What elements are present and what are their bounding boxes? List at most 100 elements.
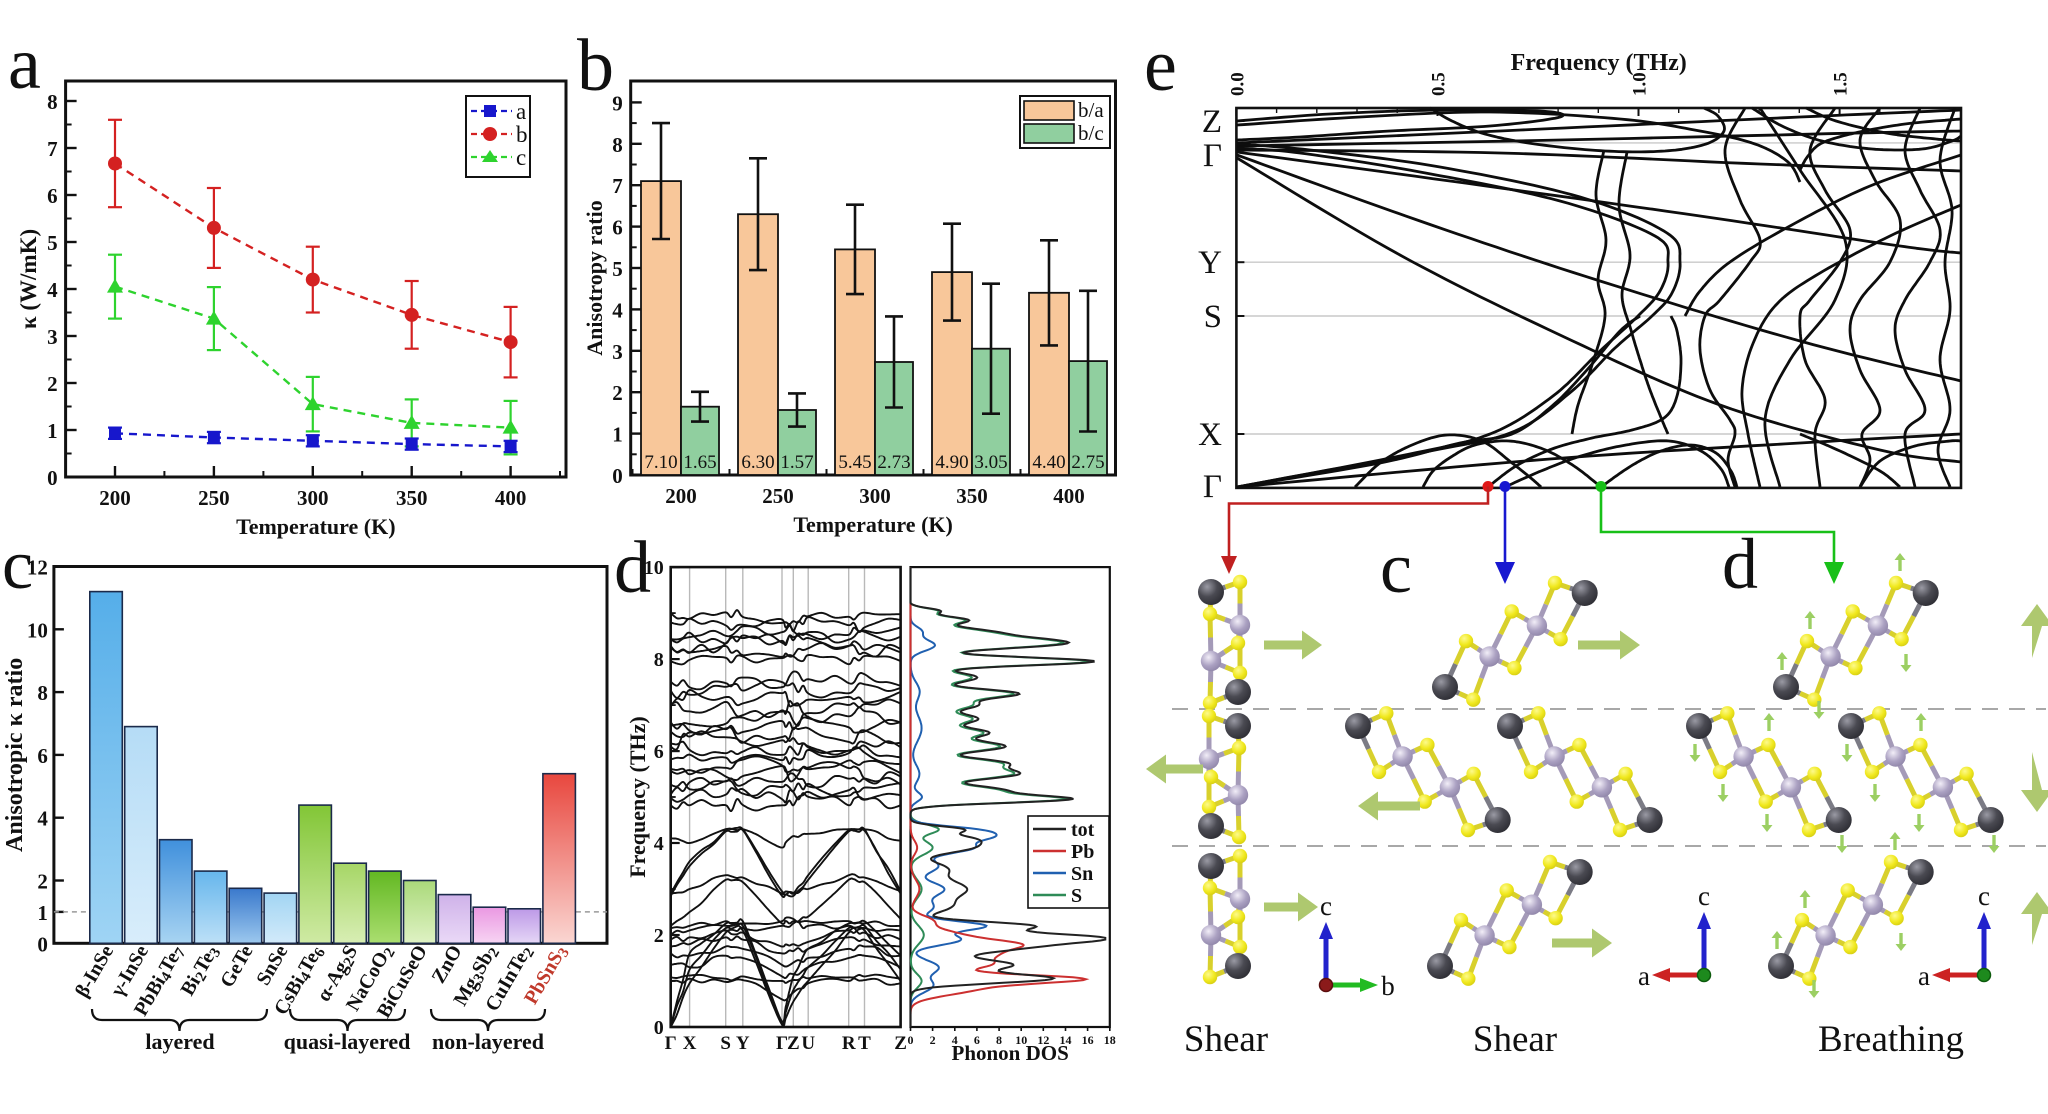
svg-text:X: X: [683, 1033, 697, 1054]
svg-text:Γ: Γ: [1203, 138, 1222, 174]
svg-text:6.30: 6.30: [741, 452, 774, 473]
svg-text:layered: layered: [145, 1029, 214, 1054]
svg-text:2: 2: [930, 1033, 936, 1047]
svg-text:c: c: [2, 527, 33, 604]
svg-text:12: 12: [27, 556, 48, 580]
svg-text:b: b: [1381, 971, 1395, 1001]
svg-text:d: d: [1722, 524, 1758, 604]
svg-text:b: b: [577, 25, 614, 107]
svg-text:12: 12: [1037, 1033, 1049, 1047]
svg-text:14: 14: [1059, 1033, 1071, 1047]
svg-text:Pb: Pb: [1071, 841, 1094, 863]
svg-text:6: 6: [654, 741, 664, 763]
svg-text:c: c: [1320, 891, 1332, 921]
svg-text:4: 4: [612, 298, 623, 322]
svg-text:3.05: 3.05: [974, 452, 1007, 473]
svg-text:Γ: Γ: [776, 1033, 788, 1054]
svg-text:6: 6: [37, 744, 48, 768]
svg-text:e: e: [1144, 25, 1177, 107]
svg-text:4: 4: [654, 833, 664, 855]
svg-text:1.65: 1.65: [683, 452, 716, 473]
svg-text:250: 250: [762, 484, 794, 508]
svg-text:Y: Y: [1198, 245, 1222, 281]
svg-text:6: 6: [974, 1033, 980, 1047]
svg-text:2: 2: [654, 925, 664, 947]
svg-text:4.40: 4.40: [1032, 452, 1065, 473]
svg-text:9: 9: [612, 91, 623, 115]
svg-text:Frequency (THz): Frequency (THz): [1511, 50, 1687, 76]
svg-text:4: 4: [37, 807, 48, 831]
svg-text:a: a: [1638, 961, 1650, 991]
svg-text:2: 2: [37, 870, 48, 894]
svg-text:1: 1: [612, 423, 623, 447]
svg-text:5: 5: [47, 231, 58, 255]
svg-text:c: c: [1698, 881, 1710, 911]
svg-text:5.45: 5.45: [838, 452, 871, 473]
svg-text:7.10: 7.10: [644, 452, 677, 473]
svg-text:c: c: [516, 145, 526, 170]
svg-text:Temperature (K): Temperature (K): [793, 512, 952, 537]
svg-text:18: 18: [1104, 1033, 1116, 1047]
svg-text:Z: Z: [787, 1033, 800, 1054]
svg-text:2.75: 2.75: [1071, 452, 1104, 473]
svg-text:0: 0: [654, 1017, 664, 1039]
svg-text:Anisotropy ratio: Anisotropy ratio: [582, 200, 607, 355]
svg-text:b: b: [516, 122, 528, 147]
svg-text:6: 6: [612, 216, 623, 240]
svg-text:300: 300: [859, 484, 891, 508]
svg-text:Sn: Sn: [1071, 863, 1093, 885]
svg-text:S: S: [720, 1033, 731, 1054]
svg-text:d: d: [614, 527, 651, 609]
svg-text:0: 0: [612, 464, 623, 488]
svg-text:S: S: [1204, 299, 1222, 335]
svg-text:2.73: 2.73: [877, 452, 910, 473]
svg-text:a: a: [8, 23, 41, 105]
svg-text:10: 10: [1015, 1033, 1027, 1047]
svg-text:200: 200: [665, 484, 697, 508]
svg-text:2: 2: [47, 372, 58, 396]
svg-text:200: 200: [99, 486, 131, 510]
svg-text:Anisotropic κ ratio: Anisotropic κ ratio: [2, 658, 28, 852]
svg-text:Y: Y: [736, 1033, 750, 1054]
svg-text:16: 16: [1082, 1033, 1094, 1047]
svg-text:0.0: 0.0: [1227, 72, 1248, 96]
svg-text:400: 400: [1053, 484, 1085, 508]
svg-text:8: 8: [654, 649, 664, 671]
svg-text:Frequency (THz): Frequency (THz): [625, 716, 650, 878]
svg-text:8: 8: [996, 1033, 1002, 1047]
svg-text:350: 350: [396, 486, 428, 510]
svg-text:Breathing: Breathing: [1818, 1019, 1964, 1060]
svg-text:7: 7: [47, 137, 58, 161]
svg-text:3: 3: [612, 340, 623, 364]
svg-text:tot: tot: [1071, 819, 1095, 841]
svg-text:1: 1: [37, 901, 48, 925]
svg-text:4.90: 4.90: [935, 452, 968, 473]
svg-text:Z: Z: [894, 1033, 907, 1054]
svg-text:T: T: [858, 1033, 871, 1054]
svg-text:non-layered: non-layered: [432, 1029, 544, 1054]
svg-text:1: 1: [47, 419, 58, 443]
svg-text:4: 4: [952, 1033, 958, 1047]
svg-text:10: 10: [644, 557, 664, 579]
svg-text:b/c: b/c: [1078, 121, 1104, 145]
svg-text:8: 8: [47, 90, 58, 114]
svg-text:Z: Z: [1202, 104, 1222, 140]
svg-text:a: a: [516, 99, 526, 124]
svg-text:400: 400: [495, 486, 527, 510]
svg-text:b/a: b/a: [1078, 98, 1104, 122]
svg-text:2: 2: [612, 381, 623, 405]
svg-text:R: R: [842, 1033, 856, 1054]
svg-text:1.57: 1.57: [780, 452, 813, 473]
svg-text:Γ: Γ: [665, 1033, 677, 1054]
svg-text:Temperature (K): Temperature (K): [236, 514, 395, 539]
svg-text:c: c: [1978, 881, 1990, 911]
svg-text:6: 6: [47, 184, 58, 208]
svg-text:300: 300: [297, 486, 329, 510]
svg-text:3: 3: [47, 325, 58, 349]
svg-text:κ (W/mK): κ (W/mK): [16, 229, 41, 329]
svg-text:7: 7: [612, 174, 623, 198]
svg-text:a: a: [1918, 961, 1930, 991]
svg-text:Phonon DOS: Phonon DOS: [952, 1041, 1069, 1065]
svg-text:1.0: 1.0: [1630, 72, 1651, 96]
svg-text:350: 350: [956, 484, 988, 508]
